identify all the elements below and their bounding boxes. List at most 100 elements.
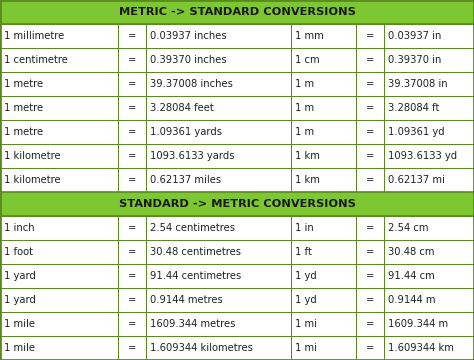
Bar: [356, 312, 384, 336]
Bar: [0, 48, 474, 72]
Bar: [146, 48, 291, 72]
Bar: [0, 120, 474, 144]
Bar: [0, 120, 118, 144]
Bar: [384, 336, 474, 360]
Bar: [356, 264, 384, 288]
Text: =: =: [366, 295, 374, 305]
Bar: [356, 240, 384, 264]
Bar: [0, 168, 118, 192]
Text: 1093.6133 yards: 1093.6133 yards: [150, 151, 235, 161]
Bar: [356, 48, 384, 72]
Bar: [0, 264, 118, 288]
Text: =: =: [366, 31, 374, 41]
Text: 0.62137 mi: 0.62137 mi: [388, 175, 445, 185]
Text: 1 m: 1 m: [295, 127, 314, 137]
Bar: [118, 336, 146, 360]
Text: 1 yd: 1 yd: [295, 271, 317, 281]
Bar: [384, 120, 474, 144]
Text: 2.54 centimetres: 2.54 centimetres: [150, 223, 235, 233]
Text: 0.62137 miles: 0.62137 miles: [150, 175, 221, 185]
Bar: [356, 168, 384, 192]
Text: 1 inch: 1 inch: [4, 223, 35, 233]
Text: =: =: [366, 247, 374, 257]
Bar: [291, 24, 356, 48]
Text: 91.44 centimetres: 91.44 centimetres: [150, 271, 241, 281]
Bar: [384, 216, 474, 240]
Bar: [384, 48, 474, 72]
Bar: [118, 144, 146, 168]
Text: =: =: [366, 103, 374, 113]
Text: 1 cm: 1 cm: [295, 55, 319, 65]
Text: =: =: [128, 151, 136, 161]
Bar: [0, 72, 474, 96]
Bar: [0, 144, 118, 168]
Bar: [0, 96, 474, 120]
Bar: [291, 336, 356, 360]
Text: METRIC -> STANDARD CONVERSIONS: METRIC -> STANDARD CONVERSIONS: [118, 7, 356, 17]
Bar: [146, 168, 291, 192]
Bar: [291, 144, 356, 168]
Bar: [0, 0, 474, 24]
Bar: [146, 216, 291, 240]
Bar: [291, 72, 356, 96]
Bar: [356, 144, 384, 168]
Bar: [146, 120, 291, 144]
Bar: [0, 168, 474, 192]
Bar: [356, 72, 384, 96]
Bar: [0, 216, 474, 240]
Bar: [356, 336, 384, 360]
Text: =: =: [366, 343, 374, 353]
Bar: [0, 72, 118, 96]
Text: 1.09361 yards: 1.09361 yards: [150, 127, 222, 137]
Bar: [118, 312, 146, 336]
Bar: [118, 168, 146, 192]
Text: 1 mile: 1 mile: [4, 343, 35, 353]
Text: 30.48 cm: 30.48 cm: [388, 247, 435, 257]
Text: =: =: [366, 55, 374, 65]
Bar: [356, 96, 384, 120]
Bar: [356, 24, 384, 48]
Bar: [291, 288, 356, 312]
Text: 39.37008 inches: 39.37008 inches: [150, 79, 233, 89]
Text: STANDARD -> METRIC CONVERSIONS: STANDARD -> METRIC CONVERSIONS: [118, 199, 356, 209]
Text: =: =: [128, 79, 136, 89]
Bar: [0, 264, 474, 288]
Text: =: =: [128, 247, 136, 257]
Text: 1 mi: 1 mi: [295, 343, 317, 353]
Bar: [0, 288, 118, 312]
Text: 0.03937 inches: 0.03937 inches: [150, 31, 227, 41]
Bar: [384, 72, 474, 96]
Text: 2.54 cm: 2.54 cm: [388, 223, 428, 233]
Bar: [0, 192, 474, 216]
Bar: [118, 72, 146, 96]
Bar: [356, 216, 384, 240]
Text: =: =: [128, 271, 136, 281]
Text: 3.28084 feet: 3.28084 feet: [150, 103, 214, 113]
Text: 1 metre: 1 metre: [4, 127, 43, 137]
Text: =: =: [128, 343, 136, 353]
Bar: [146, 240, 291, 264]
Bar: [0, 24, 474, 48]
Text: 0.39370 inches: 0.39370 inches: [150, 55, 227, 65]
Text: =: =: [128, 103, 136, 113]
Bar: [384, 312, 474, 336]
Bar: [291, 216, 356, 240]
Text: =: =: [366, 223, 374, 233]
Text: 1 millimetre: 1 millimetre: [4, 31, 64, 41]
Text: 1 km: 1 km: [295, 151, 320, 161]
Text: 1 mi: 1 mi: [295, 319, 317, 329]
Bar: [291, 48, 356, 72]
Bar: [118, 264, 146, 288]
Text: =: =: [128, 223, 136, 233]
Bar: [0, 96, 118, 120]
Bar: [291, 168, 356, 192]
Text: 91.44 cm: 91.44 cm: [388, 271, 435, 281]
Text: 0.9144 m: 0.9144 m: [388, 295, 436, 305]
Bar: [356, 288, 384, 312]
Text: 1 metre: 1 metre: [4, 79, 43, 89]
Bar: [291, 120, 356, 144]
Text: 1 foot: 1 foot: [4, 247, 33, 257]
Text: =: =: [128, 31, 136, 41]
Text: 1 mile: 1 mile: [4, 319, 35, 329]
Bar: [384, 144, 474, 168]
